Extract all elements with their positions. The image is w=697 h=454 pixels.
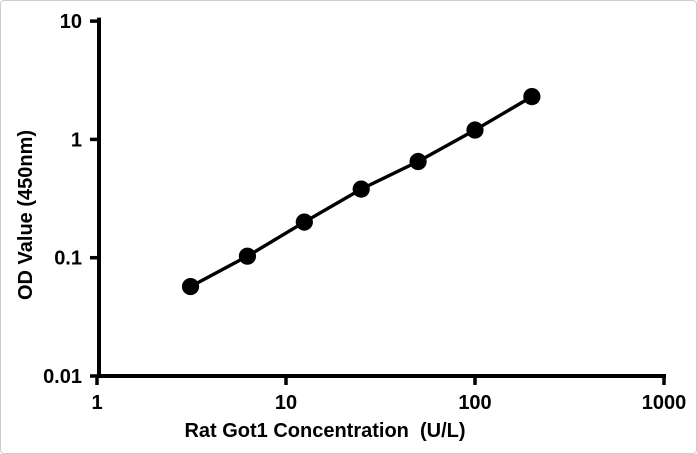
x-axis-title: Rat Got1 Concentration (U/L) — [184, 420, 466, 442]
data-point — [181, 277, 200, 296]
data-point — [466, 121, 484, 139]
x-tick-label: 1 — [91, 392, 102, 414]
tick-labels: 10 1 0.1 0.01 1 10 100 1000 — [43, 11, 686, 414]
data-series — [181, 88, 541, 296]
x-tick-label: 1000 — [642, 392, 687, 414]
y-tick-label: 0.01 — [43, 366, 82, 388]
data-point — [352, 180, 370, 198]
y-tick-label: 1 — [71, 129, 82, 151]
data-point — [523, 88, 541, 106]
y-axis-title: OD Value (450nm) — [15, 129, 37, 301]
x-tick-label: 100 — [458, 392, 491, 414]
axis-ticks — [90, 19, 666, 385]
data-point — [238, 247, 257, 265]
y-tick-label: 10 — [60, 11, 82, 33]
x-tick-label: 10 — [275, 392, 297, 414]
y-tick-label: 0.1 — [54, 248, 82, 270]
data-point — [295, 213, 313, 231]
data-point — [409, 152, 427, 171]
axes — [97, 17, 666, 378]
